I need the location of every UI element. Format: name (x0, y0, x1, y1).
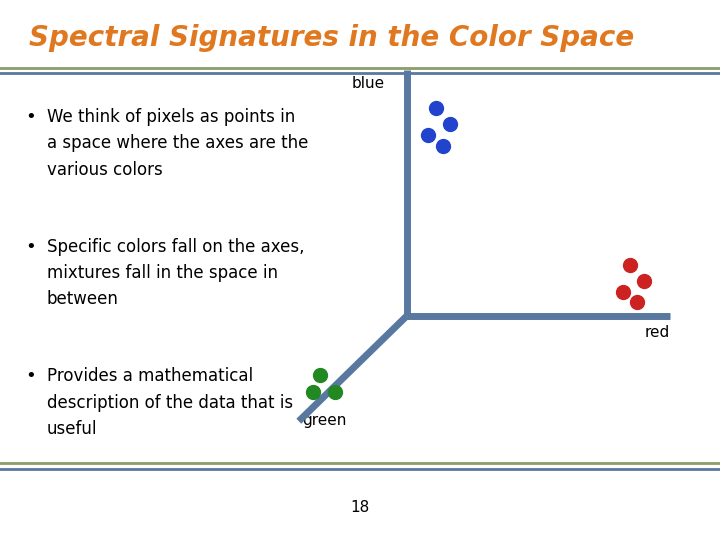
Point (315, 371, 326, 380)
Point (444, 120, 456, 129)
Point (423, 131, 434, 139)
Text: Provides a mathematical
description of the data that is
useful: Provides a mathematical description of t… (47, 367, 293, 438)
Text: •: • (25, 108, 36, 126)
Text: green: green (302, 413, 347, 428)
Text: Specific colors fall on the axes,
mixtures fall in the space in
between: Specific colors fall on the axes, mixtur… (47, 238, 305, 308)
Text: blue: blue (352, 76, 385, 91)
Text: Spectral Signatures in the Color Space: Spectral Signatures in the Color Space (29, 24, 634, 52)
Point (430, 104, 441, 112)
Text: •: • (25, 367, 36, 385)
Text: •: • (25, 238, 36, 255)
Text: red: red (644, 325, 670, 340)
Text: 18: 18 (351, 500, 369, 515)
Text: We think of pixels as points in
a space where the axes are the
various colors: We think of pixels as points in a space … (47, 108, 308, 179)
Point (631, 298, 643, 307)
Point (639, 276, 650, 285)
Point (307, 387, 319, 396)
Point (617, 287, 629, 296)
Point (437, 141, 449, 150)
Point (329, 387, 341, 396)
Point (624, 260, 636, 269)
